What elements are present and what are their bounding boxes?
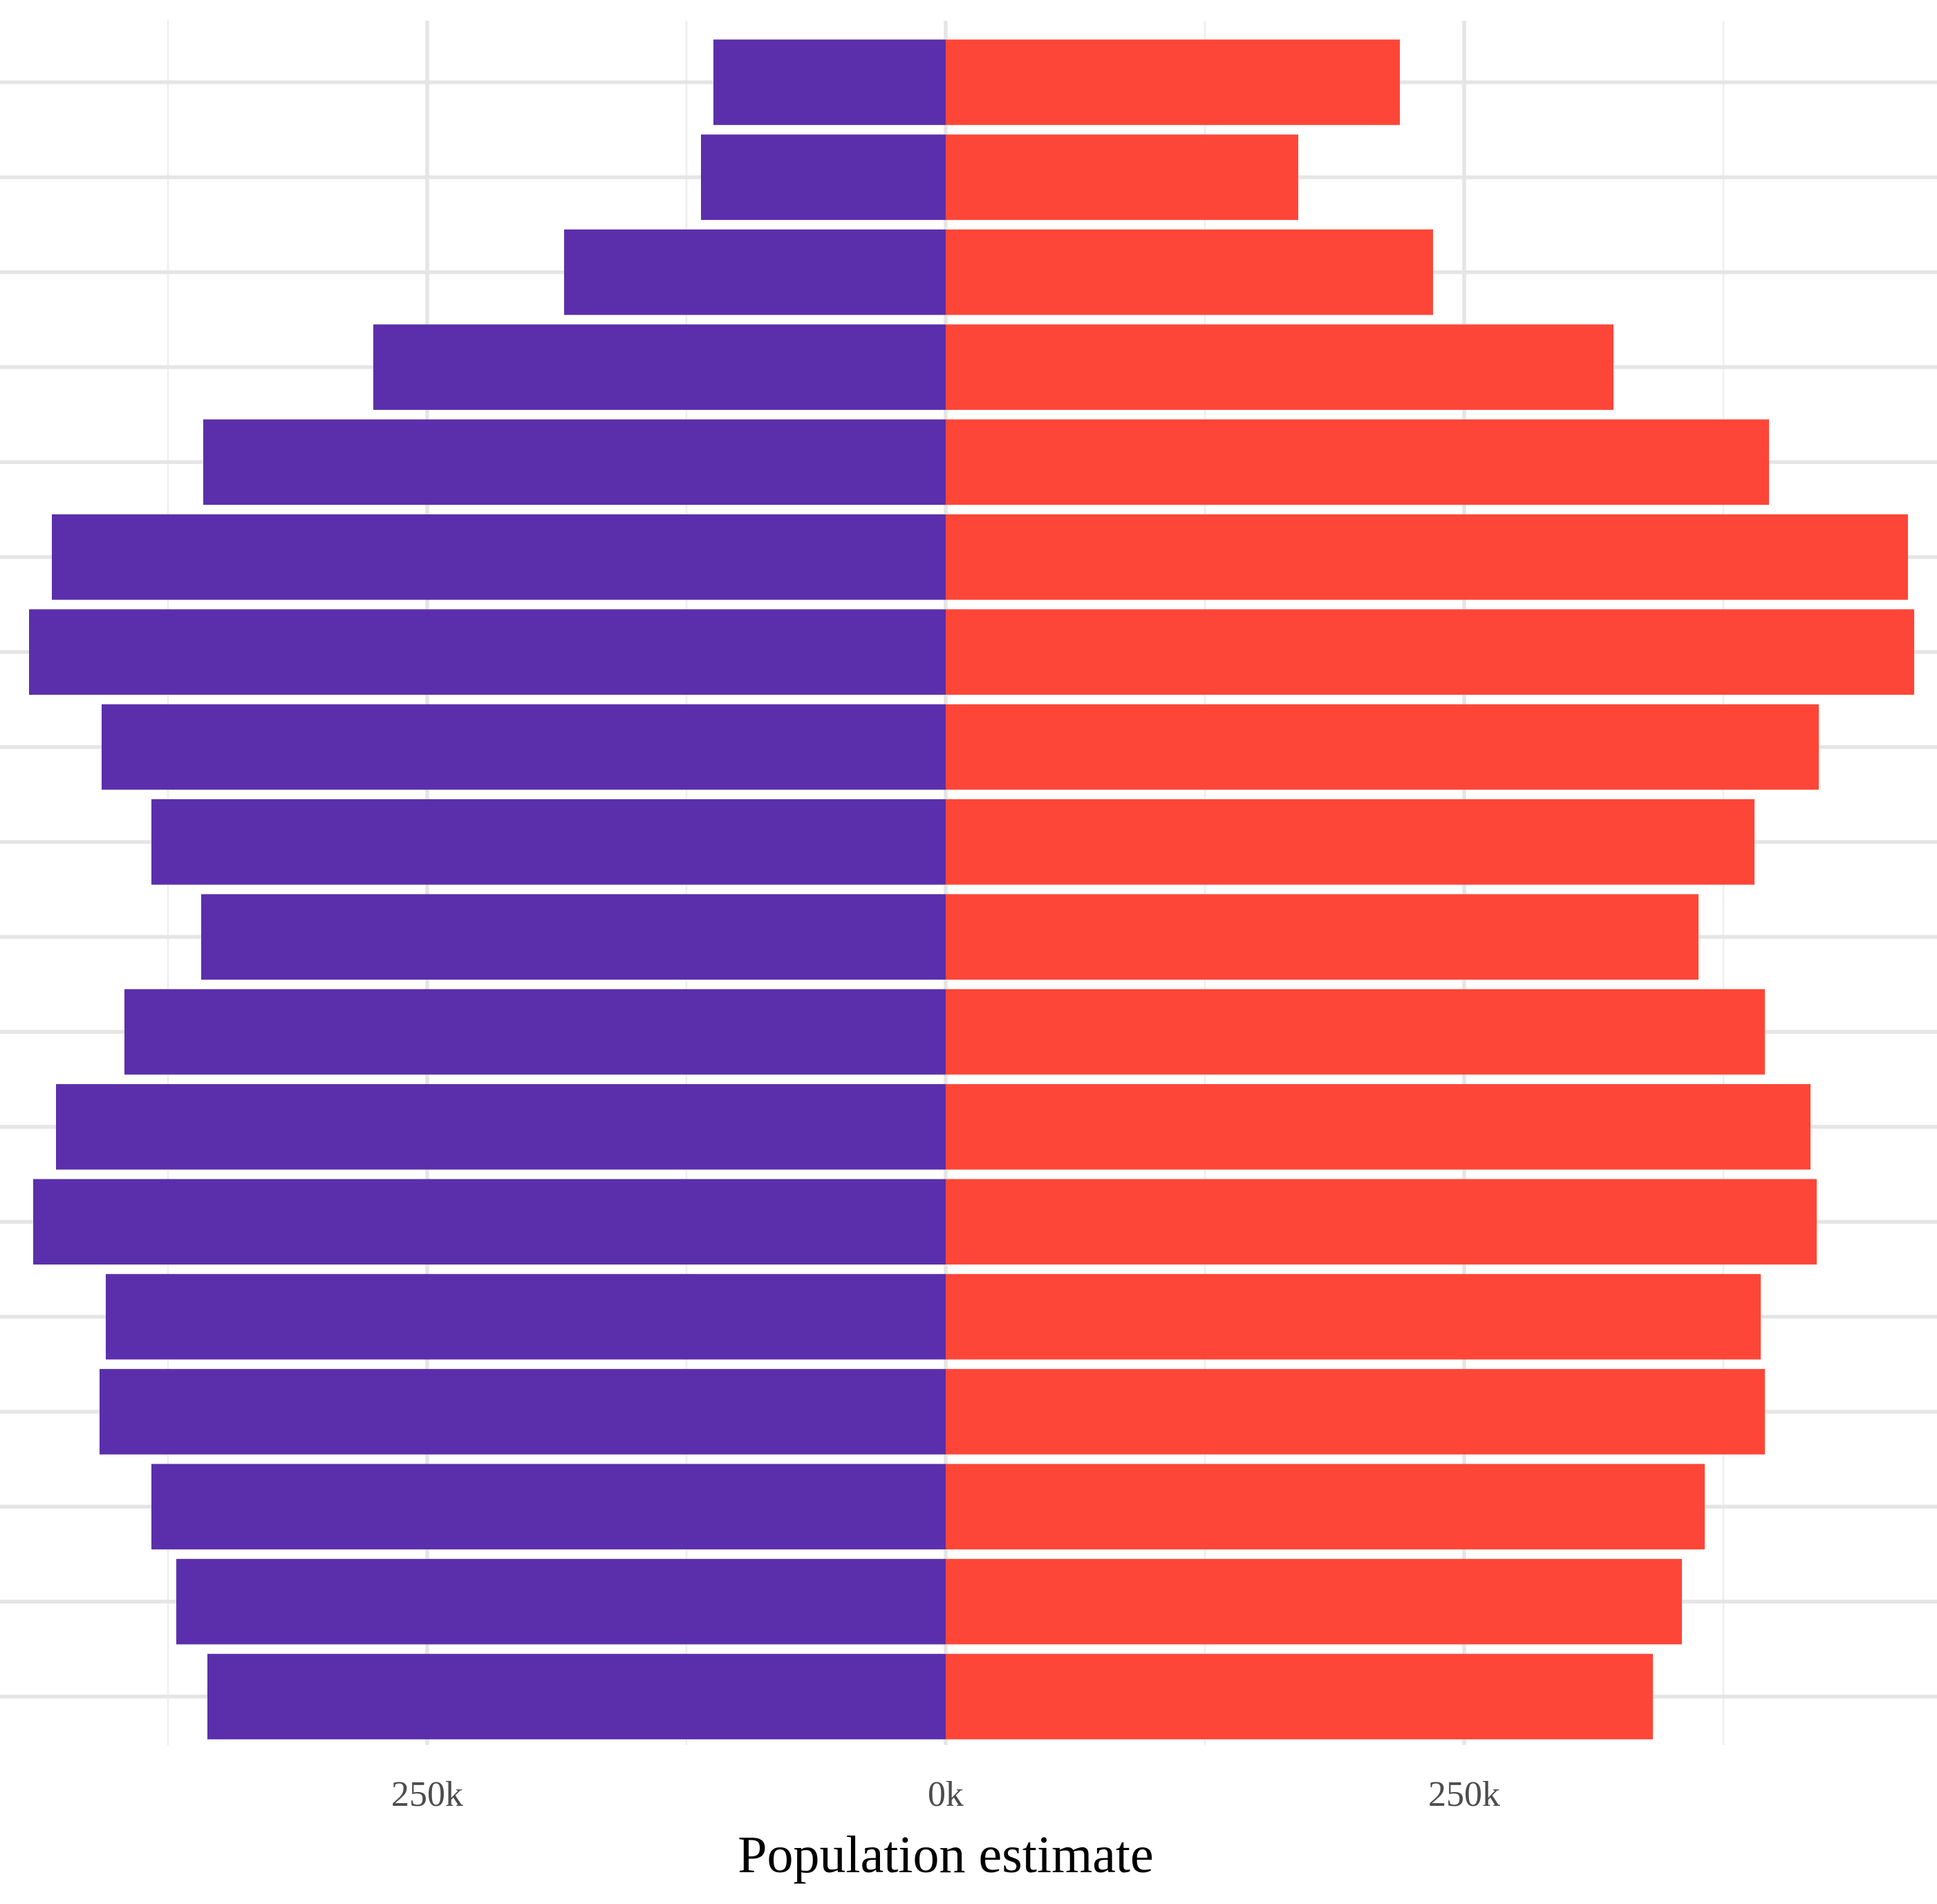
left-bar-16 (564, 229, 946, 315)
left-bar-8 (124, 989, 946, 1075)
right-bar-1 (946, 1654, 1653, 1739)
left-bar-3 (151, 1464, 946, 1550)
right-bar-5 (946, 1273, 1761, 1360)
right-bar-13 (946, 514, 1908, 600)
left-bar-15 (373, 324, 946, 410)
x-tick-label-1: 250k (391, 1775, 463, 1814)
left-bar-13 (52, 514, 946, 600)
right-bar-18 (946, 39, 1400, 125)
left-bar-12 (29, 609, 946, 695)
x-tick-label-3: 250k (1428, 1775, 1500, 1814)
right-bar-10 (946, 799, 1754, 885)
right-bar-11 (946, 704, 1819, 790)
left-bar-4 (100, 1369, 946, 1455)
right-bar-17 (946, 134, 1298, 221)
right-bar-14 (946, 419, 1769, 505)
right-bar-6 (946, 1179, 1817, 1265)
x-axis-title: Population estimate (738, 1826, 1154, 1884)
right-bar-4 (946, 1369, 1765, 1455)
right-bar-12 (946, 609, 1914, 695)
left-bar-6 (33, 1179, 946, 1265)
right-bar-8 (946, 989, 1765, 1075)
left-bar-9 (201, 894, 946, 980)
left-bar-2 (176, 1558, 946, 1645)
x-axis-tick-labels: 250k 0k 250k (391, 1775, 1500, 1814)
right-bar-3 (946, 1464, 1705, 1550)
right-bar-2 (946, 1558, 1682, 1645)
left-bar-17 (701, 134, 946, 221)
right-bar-7 (946, 1084, 1810, 1170)
left-bar-5 (106, 1273, 946, 1360)
bars (29, 39, 1914, 1739)
left-bar-10 (151, 799, 946, 885)
right-bar-9 (946, 894, 1699, 980)
right-bar-15 (946, 324, 1613, 410)
right-bar-16 (946, 229, 1433, 315)
left-bar-11 (102, 704, 946, 790)
left-bar-18 (713, 39, 946, 125)
left-bar-1 (207, 1654, 946, 1739)
left-bar-14 (203, 419, 946, 505)
x-tick-label-2: 0k (928, 1775, 964, 1814)
left-bar-7 (56, 1084, 946, 1170)
